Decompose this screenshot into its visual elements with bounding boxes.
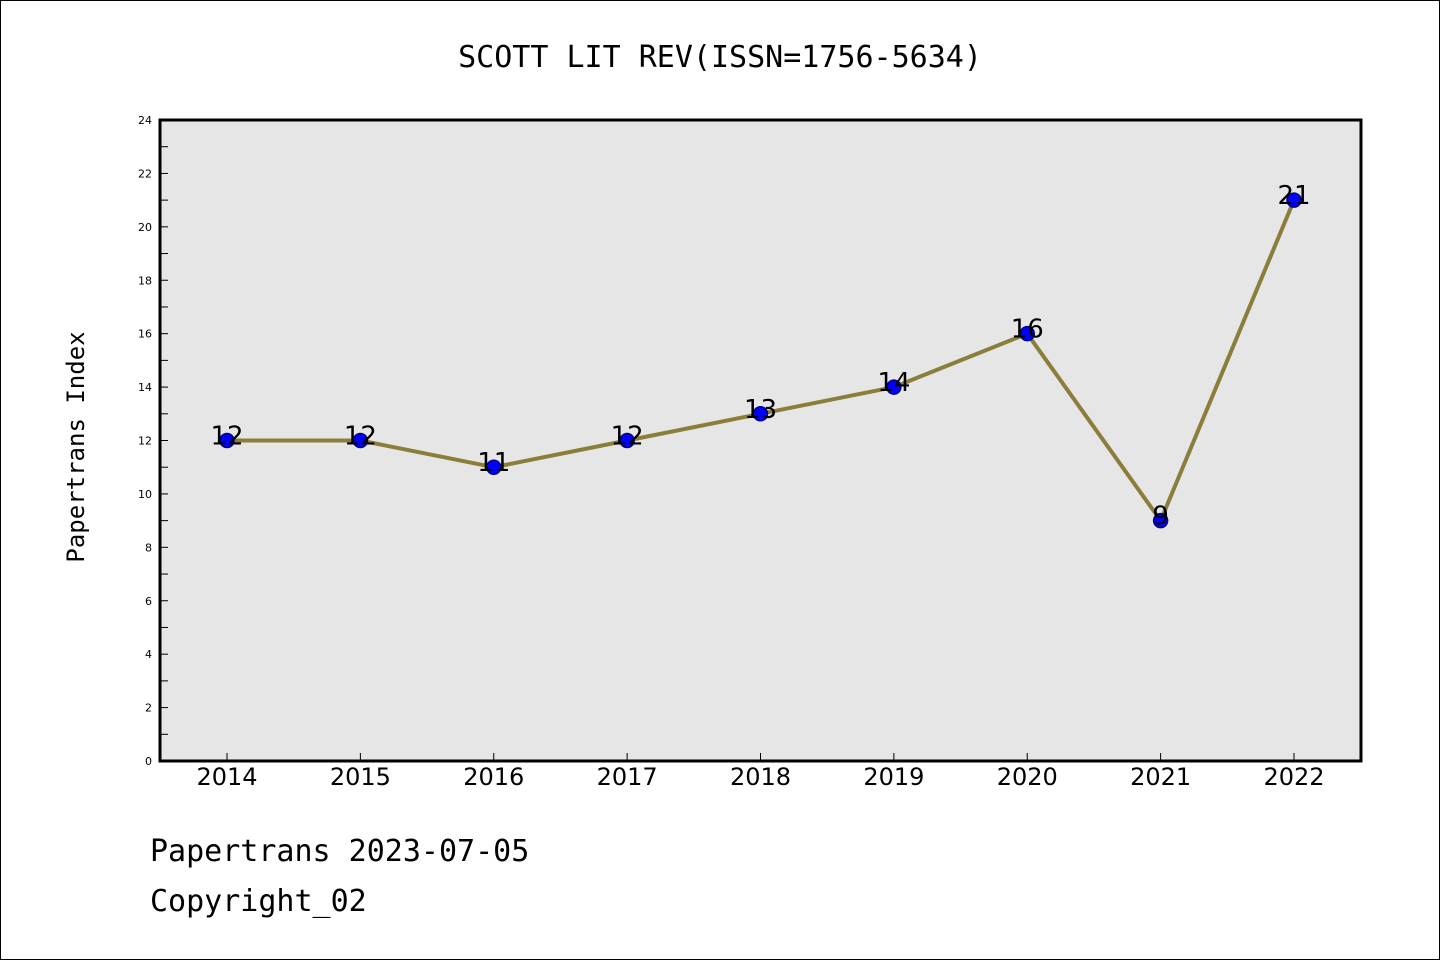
y-tick-label: 12 — [138, 435, 152, 448]
x-tick-label: 2020 — [997, 763, 1058, 791]
y-axis-label: Papertrans Index — [62, 331, 90, 562]
data-point-marker — [1019, 325, 1035, 342]
x-tick-label: 2018 — [730, 763, 791, 791]
x-axis-ticks: 2014 2015 2016 2017 2018 2019 2020 2021 2022 — [196, 753, 1325, 791]
data-label: 21 — [1277, 181, 1310, 211]
data-label: 11 — [477, 448, 510, 478]
y-tick-label: 0 — [145, 755, 152, 768]
data-point-marker — [486, 459, 502, 475]
y-tick-label: 6 — [145, 595, 152, 608]
data-label: 9 — [1152, 502, 1169, 532]
y-tick-label: 24 — [138, 114, 152, 127]
x-tick-label: 2022 — [1263, 763, 1324, 791]
footer-copyright-line: Copyright_02 — [150, 884, 367, 919]
y-tick-label: 4 — [145, 648, 152, 661]
x-tick-label: 2016 — [463, 763, 524, 791]
data-point-marker — [752, 406, 769, 422]
data-labels: 12 12 11 12 13 14 16 9 21 — [210, 181, 1310, 532]
y-tick-label: 22 — [138, 167, 152, 180]
data-label: 14 — [877, 368, 910, 398]
y-tick-label: 20 — [138, 221, 152, 234]
chart-title: SCOTT LIT REV(ISSN=1756-5634) — [458, 40, 982, 75]
data-label: 13 — [744, 395, 777, 425]
data-label: 12 — [344, 422, 377, 452]
data-point-marker — [352, 432, 369, 449]
x-tick-label: 2015 — [330, 763, 391, 791]
data-point-marker — [219, 432, 235, 449]
data-point-marker — [619, 432, 635, 449]
data-markers — [219, 192, 1302, 529]
data-point-marker — [1286, 192, 1302, 208]
data-point-marker — [886, 379, 902, 395]
data-point-marker — [1152, 512, 1169, 529]
y-tick-label: 18 — [138, 274, 152, 287]
footer-date-line: Papertrans 2023-07-05 — [150, 834, 530, 869]
x-tick-label: 2021 — [1130, 763, 1191, 791]
y-tick-label: 8 — [145, 541, 152, 554]
y-tick-label: 14 — [138, 381, 152, 394]
y-tick-label: 16 — [138, 328, 152, 341]
data-label: 12 — [611, 422, 644, 452]
x-tick-label: 2017 — [597, 763, 658, 791]
x-tick-label: 2019 — [863, 763, 924, 791]
plot-border — [158, 118, 1363, 763]
data-label: 16 — [1011, 315, 1044, 345]
x-tick-label: 2014 — [196, 763, 257, 791]
data-label: 12 — [210, 422, 243, 452]
y-tick-label: 2 — [145, 702, 152, 715]
y-tick-label: 10 — [138, 488, 152, 501]
